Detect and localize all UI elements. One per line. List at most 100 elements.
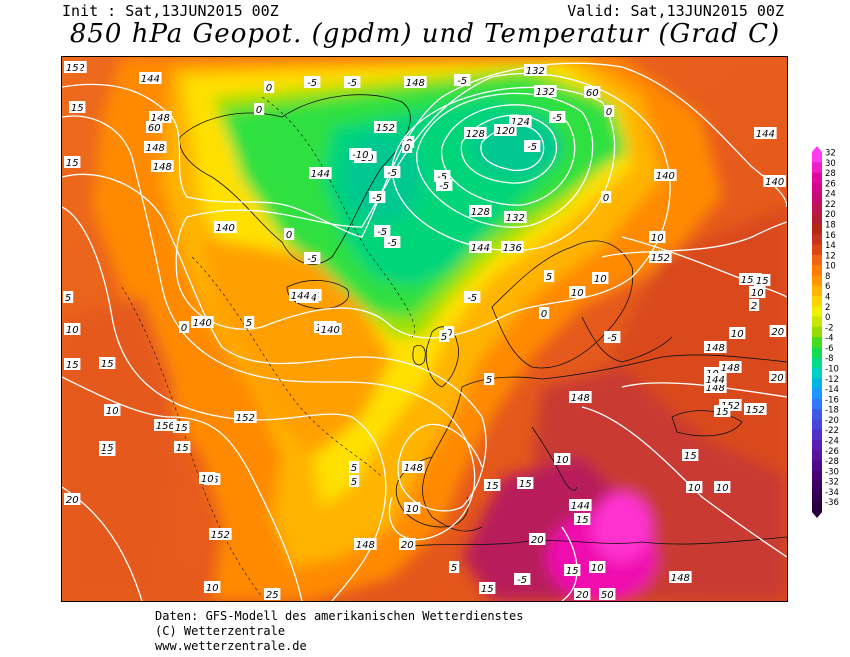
temperature-label: -5 [514, 573, 531, 586]
colorbar-swatch [812, 285, 822, 297]
colorbar-swatch [812, 234, 822, 246]
colorbar-tick-label: 2 [825, 303, 830, 313]
label-text: 15 [176, 443, 189, 454]
label-text: 152 [746, 405, 765, 416]
temperature-label: -5 [464, 291, 481, 304]
label-box [469, 241, 492, 253]
temperature-label: -5 [524, 140, 541, 153]
label-box [374, 121, 397, 133]
geopotential-label: 144 [309, 167, 332, 180]
label-text: 148 [706, 383, 725, 394]
isohypse-156 [62, 376, 303, 601]
label-text: 10 [66, 325, 79, 336]
temperature-label: 20 [769, 371, 786, 384]
label-box [754, 127, 777, 139]
label-box [494, 124, 517, 136]
label-box [686, 481, 703, 493]
label-box [769, 325, 786, 337]
geopotential-label: 140 [319, 323, 342, 336]
temperature-label: 5 [349, 475, 360, 488]
colorbar-tick-label: -6 [825, 344, 833, 354]
temperature-label: 25 [264, 588, 281, 601]
colorbar-swatch [812, 265, 822, 276]
temperature-label: 5 [544, 270, 555, 283]
geopotential-label: 148 [719, 361, 742, 374]
label-text: 132 [506, 213, 525, 224]
label-text: 144 [706, 375, 725, 386]
label-box [469, 205, 492, 217]
temperature-label: 15 [517, 477, 534, 490]
temperature-label: 15 [99, 441, 116, 454]
label-text: 132 [526, 66, 545, 77]
geopotential-label: 128 [469, 205, 492, 218]
geopotential-label: 148 [151, 160, 174, 173]
temperature-label: 10 [204, 581, 221, 594]
coast-ireland [412, 345, 426, 366]
colorbar-tick-label: -16 [825, 395, 839, 405]
label-text: 140 [216, 223, 235, 234]
colorbar-tick-label: -26 [825, 447, 839, 457]
temperature-label: -5 [369, 191, 386, 204]
label-box [682, 449, 699, 461]
label-box [99, 441, 116, 453]
colorbar-swatch [812, 213, 822, 225]
label-box [524, 64, 547, 76]
colorbar-tick-label: -34 [825, 488, 839, 498]
label-box [604, 105, 615, 117]
colorbar-swatch [812, 409, 822, 420]
label-text: 15 [481, 584, 494, 595]
label-text: 152 [236, 413, 255, 424]
coast-baltic [581, 316, 673, 363]
label-box [244, 316, 255, 328]
label-text: 148 [151, 113, 170, 124]
label-text: 10 [571, 288, 584, 299]
label-box [524, 140, 541, 152]
label-box [199, 472, 216, 484]
colorbar-tick-label: -8 [825, 354, 833, 364]
temperature-label: 20 [399, 538, 416, 551]
label-text: 148 [406, 78, 425, 89]
label-text: 10 [406, 504, 419, 515]
temperature-label: 5 [349, 461, 360, 474]
temperature-label: 5 [63, 291, 74, 304]
label-box [704, 341, 727, 353]
coast-italy [531, 426, 578, 491]
geopotential-label: 152 [234, 411, 257, 424]
label-text: 148 [721, 363, 740, 374]
coast-n-africa [401, 536, 787, 548]
colorbar-tick-label: 10 [825, 262, 836, 272]
geopotential-label: 156 [154, 419, 177, 432]
label-text: -5 [377, 227, 387, 238]
label-text: 10 [594, 274, 607, 285]
label-text: 20 [576, 590, 589, 601]
colorbar-swatch [812, 152, 822, 163]
label-box [144, 141, 167, 153]
label-text: 120 [496, 126, 515, 137]
label-box [404, 502, 421, 514]
label-text: 15 [66, 158, 79, 169]
isohypse-144 [62, 62, 787, 512]
label-box [544, 270, 555, 282]
label-text: 148 [671, 573, 690, 584]
temperature-label: 15 [479, 582, 496, 595]
label-box [649, 251, 672, 263]
label-box [729, 327, 746, 339]
label-text: 2 [751, 301, 757, 312]
geopotential-label: 148 [669, 571, 692, 584]
label-text: 15 [66, 63, 79, 74]
colorbar-swatch [812, 326, 822, 338]
label-box [719, 361, 742, 373]
coast-scandinavia [491, 240, 634, 369]
geopotential-label: 136 [501, 241, 524, 254]
footer-copyright: (C) Wetterzentrale [155, 624, 286, 638]
label-text: 148 [571, 393, 590, 404]
colorbar-tick-label: -14 [825, 385, 839, 395]
temperature-label: 15 [564, 564, 581, 577]
geopotential-label: 140 [191, 316, 214, 329]
label-text: 144 [471, 243, 490, 254]
colorbar-swatch [812, 378, 822, 390]
label-box [151, 160, 174, 172]
label-text: 15 [66, 360, 79, 371]
colorbar-swatch [812, 470, 822, 482]
colorbar-tick-label: -2 [825, 323, 833, 333]
